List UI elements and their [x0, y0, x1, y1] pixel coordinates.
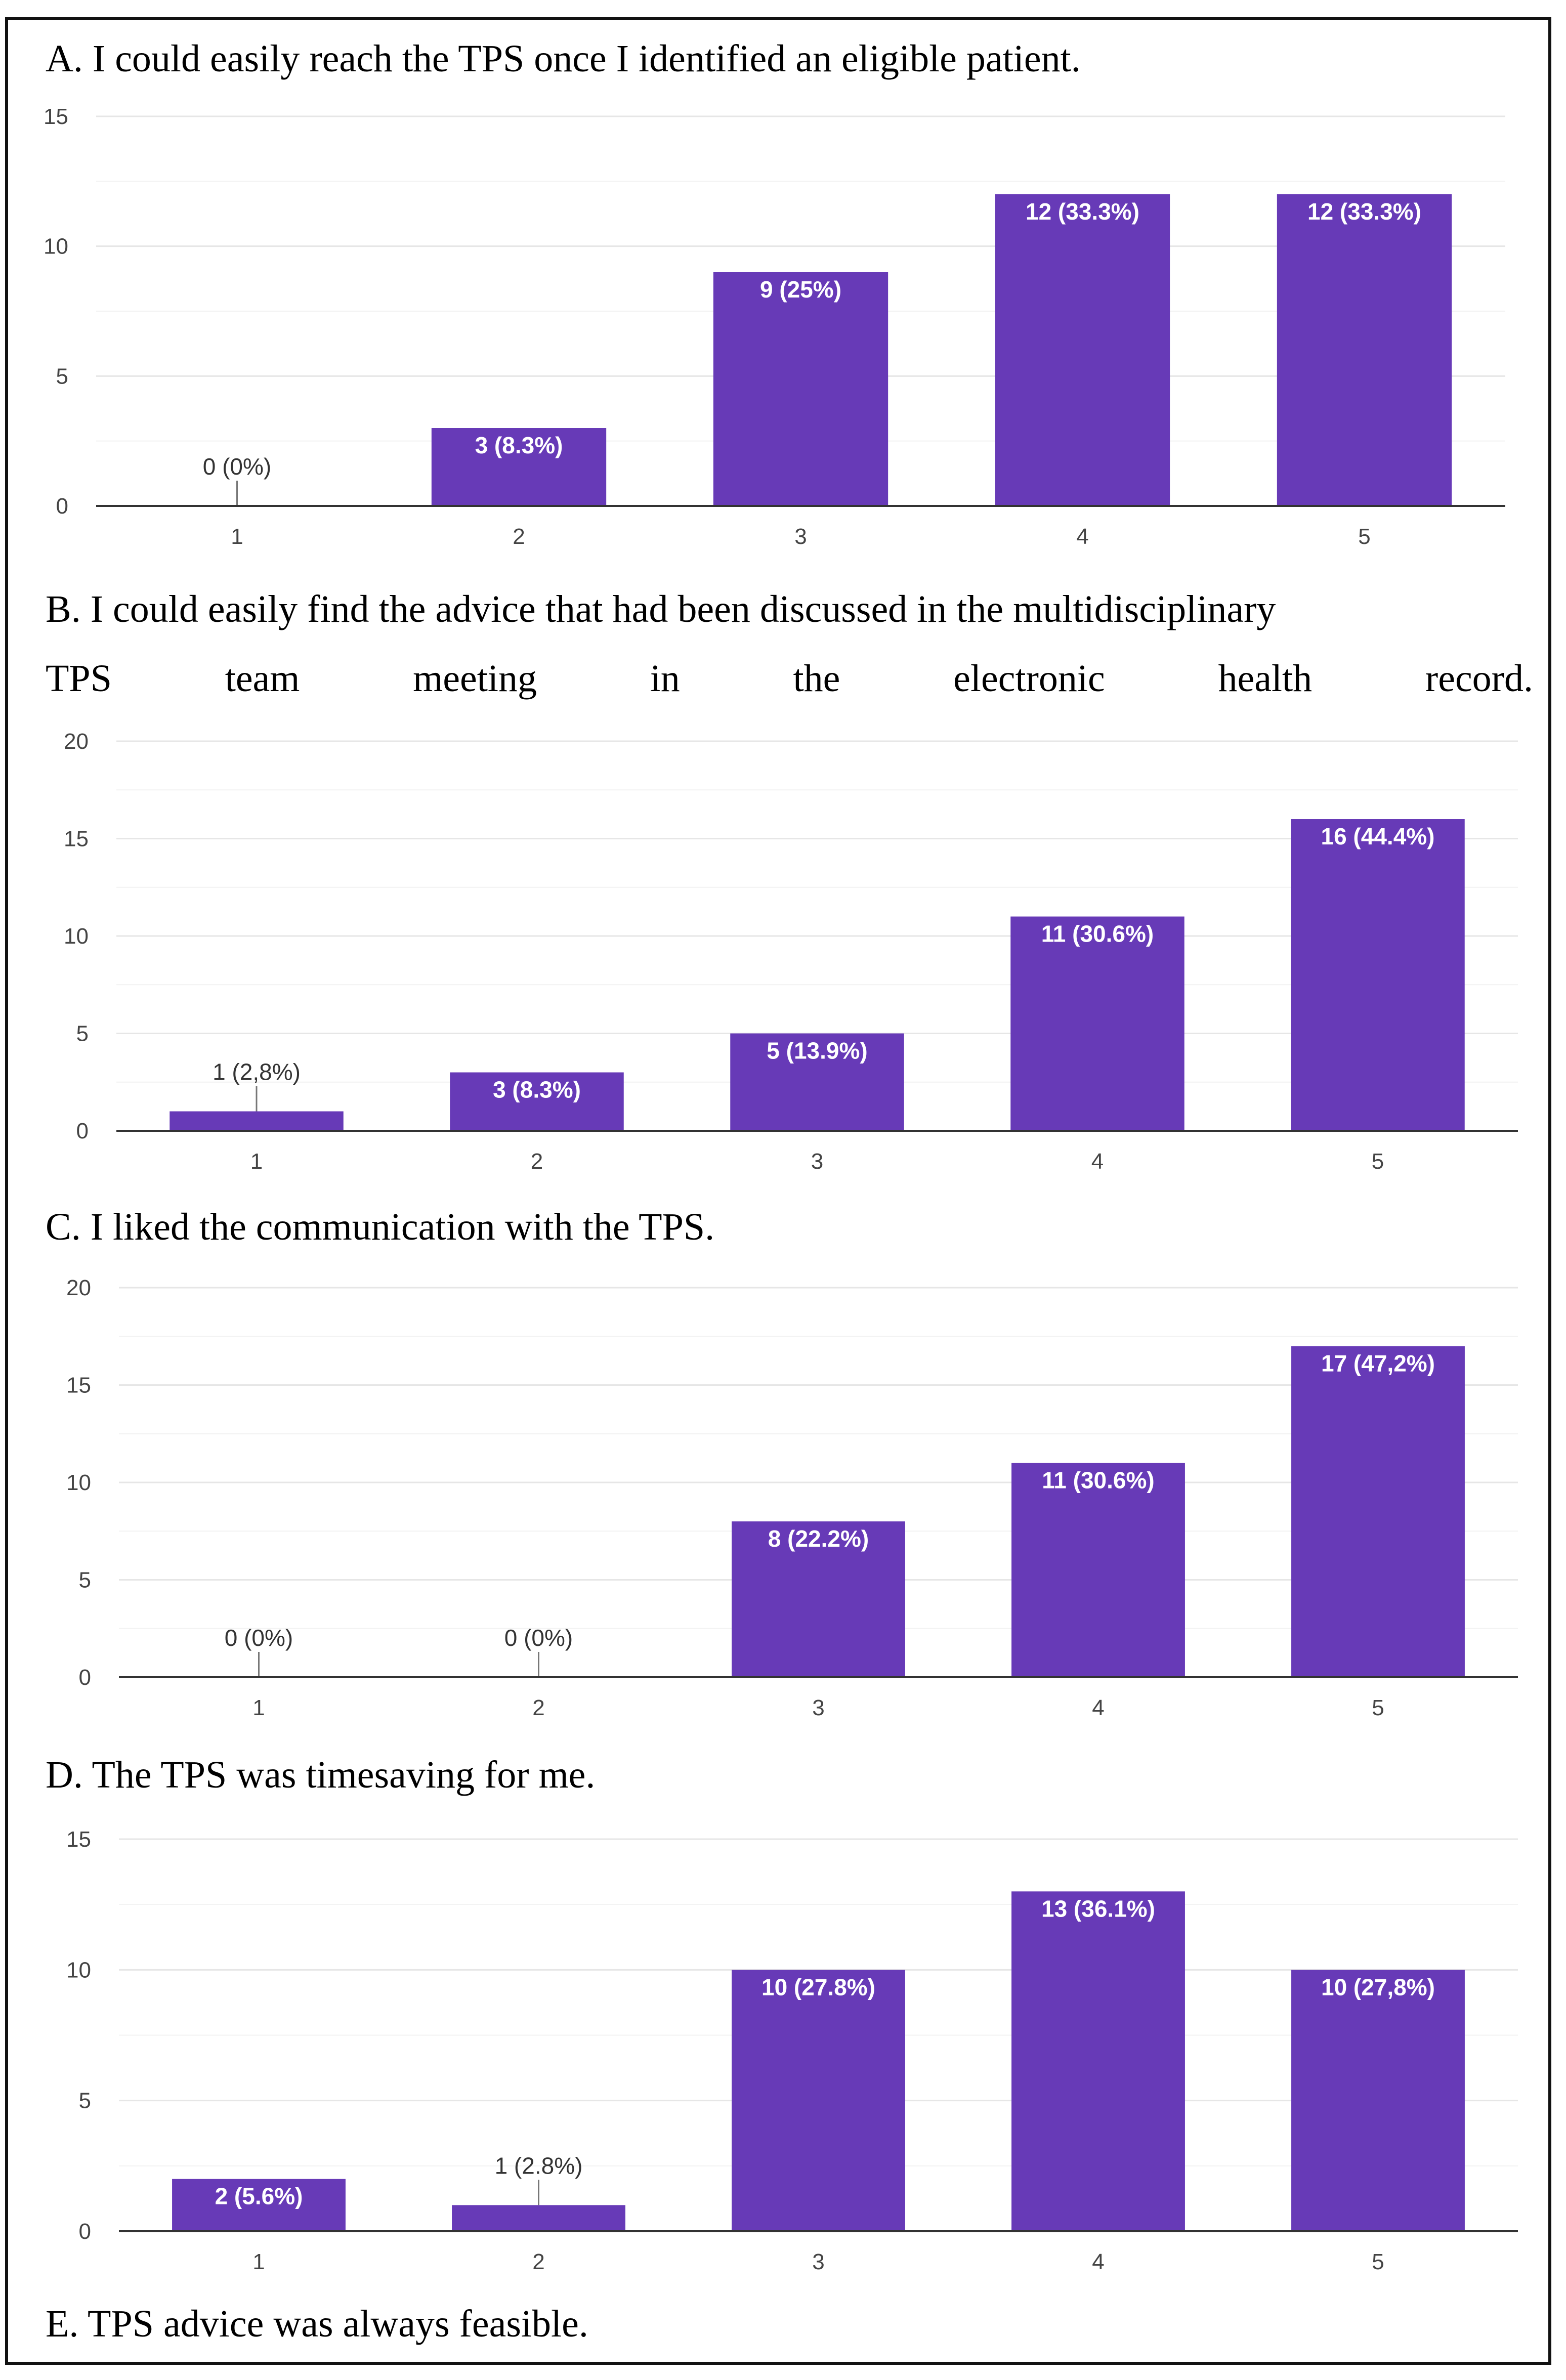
x-tick-label: 2	[513, 524, 525, 549]
bar	[732, 1970, 905, 2231]
x-tick-label: 5	[1358, 524, 1370, 549]
bar	[450, 1072, 624, 1131]
chart-a: 0 5 10 15 0 (0%) 1 3 (8.3%) 2 9 (25%) 3 12 (33.3%)…	[44, 104, 1505, 549]
data-label: 16 (44.4%)	[1321, 823, 1434, 849]
bar	[170, 1111, 344, 1131]
data-label: 0 (0%)	[504, 1625, 573, 1651]
data-label: 1 (2,8%)	[213, 1059, 301, 1085]
data-label: 1 (2.8%)	[495, 2152, 583, 2179]
bar	[1011, 1891, 1185, 2231]
y-tick-label: 5	[79, 1568, 91, 1593]
bar	[1291, 1346, 1465, 1677]
bar	[172, 2179, 346, 2231]
data-label: 12 (33.3%)	[1026, 198, 1139, 225]
bar	[1277, 194, 1452, 506]
data-label: 17 (47,2%)	[1321, 1350, 1435, 1377]
y-tick-label: 15	[64, 827, 89, 852]
x-tick-label: 2	[532, 2249, 544, 2274]
x-tick-label: 3	[794, 524, 807, 549]
x-tick-label: 3	[812, 2249, 824, 2274]
y-tick-label: 5	[56, 364, 68, 389]
data-label: 11 (30.6%)	[1041, 921, 1154, 947]
data-label: 0 (0%)	[203, 453, 271, 480]
x-tick-label: 2	[531, 1149, 543, 1174]
y-tick-label: 10	[66, 1958, 91, 1982]
y-tick-label: 20	[66, 1276, 91, 1300]
data-label: 11 (30.6%)	[1042, 1467, 1154, 1494]
bar	[995, 194, 1170, 506]
x-tick-label: 4	[1092, 1695, 1104, 1720]
caption-b-line-2: TPS team meeting in the electronic healt…	[46, 657, 1533, 700]
caption-d: D. The TPS was timesaving for me.	[46, 1754, 596, 1796]
data-label: 5 (13.9%)	[767, 1038, 867, 1064]
x-tick-label: 1	[252, 2249, 265, 2274]
y-tick-label: 15	[44, 104, 68, 129]
x-tick-label: 5	[1372, 1695, 1384, 1720]
x-tick-label: 3	[811, 1149, 823, 1174]
data-label: 10 (27,8%)	[1321, 1974, 1435, 2000]
x-tick-label: 4	[1092, 2249, 1104, 2274]
caption-b-line-1: B. I could easily find the advice that h…	[46, 588, 1276, 630]
x-tick-label: 1	[231, 524, 243, 549]
data-label: 12 (33.3%)	[1307, 198, 1421, 225]
data-label: 3 (8.3%)	[475, 432, 563, 458]
bar	[730, 1033, 904, 1131]
y-tick-label: 10	[44, 234, 68, 259]
data-label: 3 (8.3%)	[493, 1077, 581, 1103]
data-label: 10 (27.8%)	[761, 1974, 875, 2000]
data-label: 9 (25%)	[760, 276, 841, 303]
x-tick-label: 3	[812, 1695, 824, 1720]
x-tick-label: 4	[1076, 524, 1088, 549]
y-tick-label: 5	[79, 2089, 91, 2113]
y-tick-label: 10	[66, 1470, 91, 1495]
y-tick-label: 0	[56, 494, 68, 519]
bar	[1011, 1463, 1185, 1677]
x-tick-label: 2	[532, 1695, 544, 1720]
data-label: 13 (36.1%)	[1041, 1895, 1155, 1922]
x-tick-label: 1	[252, 1695, 265, 1720]
caption-a: A. I could easily reach the TPS once I i…	[46, 37, 1081, 80]
caption-e: E. TPS advice was always feasible.	[46, 2303, 588, 2345]
y-tick-label: 0	[79, 2219, 91, 2244]
bar	[452, 2205, 625, 2231]
y-tick-label: 20	[64, 729, 89, 754]
y-tick-label: 0	[76, 1119, 89, 1143]
bar	[1291, 819, 1465, 1131]
bar	[713, 272, 888, 506]
y-tick-label: 15	[66, 1827, 91, 1852]
bar	[1291, 1970, 1465, 2231]
caption-c: C. I liked the communication with the TP…	[46, 1206, 715, 1248]
data-label: 8 (22.2%)	[768, 1525, 869, 1552]
x-tick-label: 5	[1372, 1149, 1384, 1174]
chart-b: 0 5 10 15 20 1 (2,8%) 1 3 (8.3%) 2 5 (13.9%) 3 11 (…	[64, 729, 1518, 1174]
bar	[431, 428, 607, 506]
y-tick-label: 0	[79, 1665, 91, 1690]
y-tick-label: 15	[66, 1373, 91, 1398]
y-tick-label: 5	[76, 1022, 89, 1046]
y-tick-label: 10	[64, 924, 89, 949]
bar	[732, 1521, 905, 1677]
data-label: 2 (5.6%)	[215, 2183, 303, 2209]
x-tick-label: 5	[1372, 2249, 1384, 2274]
chart-c: 0 5 10 15 20 0 (0%) 1 0 (0%) 2 8 (22.2%) 3 11 (30.6…	[66, 1276, 1518, 1720]
x-tick-label: 1	[250, 1149, 263, 1174]
chart-d: 0 5 10 15 2 (5.6%) 1 1 (2.8%) 2 10 (27.8%) 3 13 (3…	[66, 1827, 1518, 2274]
x-tick-label: 4	[1091, 1149, 1104, 1174]
data-label: 0 (0%)	[225, 1625, 293, 1651]
bar	[1010, 916, 1184, 1131]
